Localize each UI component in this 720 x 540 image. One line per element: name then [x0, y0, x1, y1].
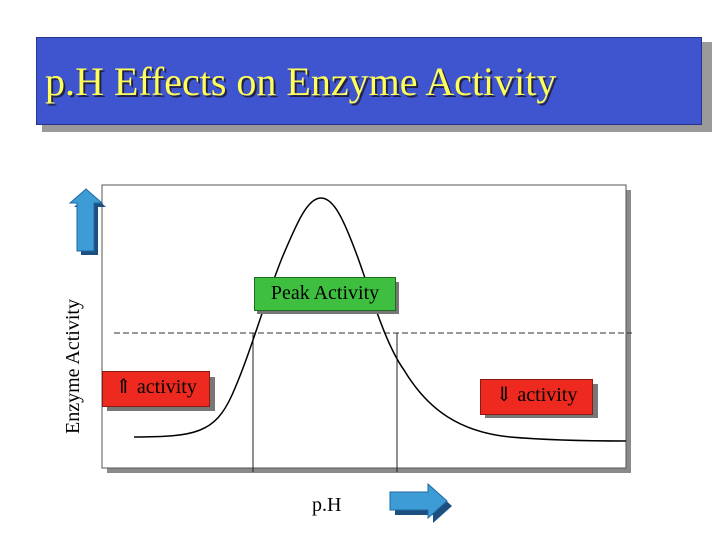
plot-frame: [101, 184, 627, 469]
x-axis-label: p.H: [312, 494, 342, 516]
right-arrow-icon: [389, 482, 448, 520]
increase-activity-label: ⇑ activity: [102, 371, 210, 407]
decrease-activity-label: ⇓ activity: [480, 379, 593, 415]
page-title: p.H Effects on Enzyme Activity: [45, 59, 557, 104]
y-axis-label: Enzyme Activity: [62, 299, 84, 434]
activity-curve: [133, 197, 627, 442]
up-arrow-icon: [68, 188, 104, 252]
peak-activity-label: Peak Activity: [254, 277, 396, 311]
title-banner: p.H Effects on Enzyme Activity: [36, 37, 702, 125]
